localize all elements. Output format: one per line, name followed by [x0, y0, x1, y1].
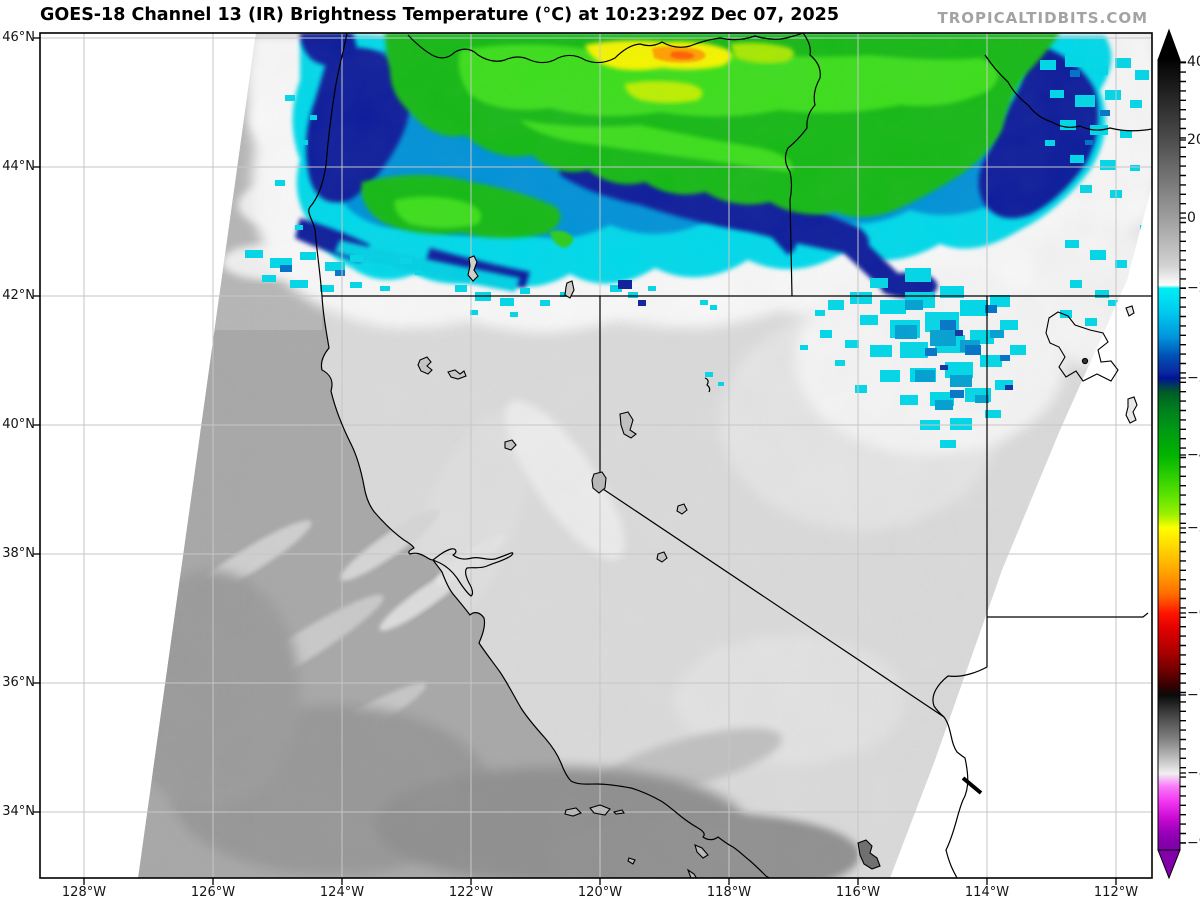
cb-label-m40: −40 — [1187, 447, 1200, 463]
columbia-river — [407, 33, 804, 64]
great-salt-lake — [1045, 311, 1119, 382]
cb-label-m20: −20 — [1187, 280, 1200, 296]
lon-label-122w: 122°W — [448, 885, 494, 900]
lat-label-46n: 46°N — [2, 30, 35, 45]
salton-sea — [857, 839, 881, 870]
lon-label-114w: 114°W — [964, 885, 1010, 900]
lon-label-120w: 120°W — [577, 885, 623, 900]
colorbar-top-arrow — [1157, 28, 1181, 61]
watermark-text: TROPICALTIDBITS.COM — [937, 9, 1148, 27]
border-nv-ut-az — [932, 296, 988, 878]
lat-label-34n: 34°N — [2, 804, 35, 819]
page-title: GOES-18 Channel 13 (IR) Brightness Tempe… — [40, 5, 840, 25]
coastline — [308, 33, 771, 878]
lon-label-112w: 112°W — [1093, 885, 1139, 900]
pyramid-lake — [619, 411, 637, 439]
lat-label-42n: 42°N — [2, 288, 35, 303]
lat-label-38n: 38°N — [2, 546, 35, 561]
cb-label-m70: −70 — [1187, 687, 1200, 703]
lat-label-36n: 36°N — [2, 675, 35, 690]
colorbar — [1157, 28, 1186, 880]
cb-label-40: 40 — [1187, 54, 1200, 70]
lon-label-124w: 124°W — [319, 885, 365, 900]
cb-label-m80: −80 — [1187, 765, 1200, 781]
colorbar-major-ticks — [1180, 61, 1186, 844]
satellite-imagery — [138, 33, 1152, 878]
cb-label-0: 0 — [1187, 210, 1196, 226]
channel-islands — [564, 804, 709, 878]
lon-label-116w: 116°W — [835, 885, 881, 900]
map-frame — [39, 32, 1153, 879]
lon-label-126w: 126°W — [190, 885, 236, 900]
border-id-mt — [984, 54, 1152, 132]
cb-label-m50: −50 — [1187, 520, 1200, 536]
cb-label-20: 20 — [1187, 132, 1200, 148]
graticule — [40, 33, 1152, 878]
axis-ticks — [33, 37, 1117, 885]
border-or-id — [784, 33, 821, 297]
colorbar-bottom-arrow — [1157, 849, 1181, 880]
colorado-river-lake — [961, 776, 983, 795]
cb-label-m30: −30 — [1187, 370, 1200, 386]
cb-label-m90: −90 — [1187, 835, 1200, 851]
colorbar-gradient — [1157, 59, 1181, 851]
lat-label-40n: 40°N — [2, 417, 35, 432]
lon-label-128w: 128°W — [61, 885, 107, 900]
humboldt-river — [704, 377, 711, 393]
cb-label-m60: −60 — [1187, 605, 1200, 621]
map-plot-area — [40, 33, 1152, 878]
lake-tahoe — [591, 471, 607, 494]
border-37n — [987, 612, 1149, 618]
sf-bay — [432, 548, 514, 597]
lat-label-44n: 44°N — [2, 159, 35, 174]
lon-label-118w: 118°W — [706, 885, 752, 900]
lakes — [417, 255, 1138, 870]
